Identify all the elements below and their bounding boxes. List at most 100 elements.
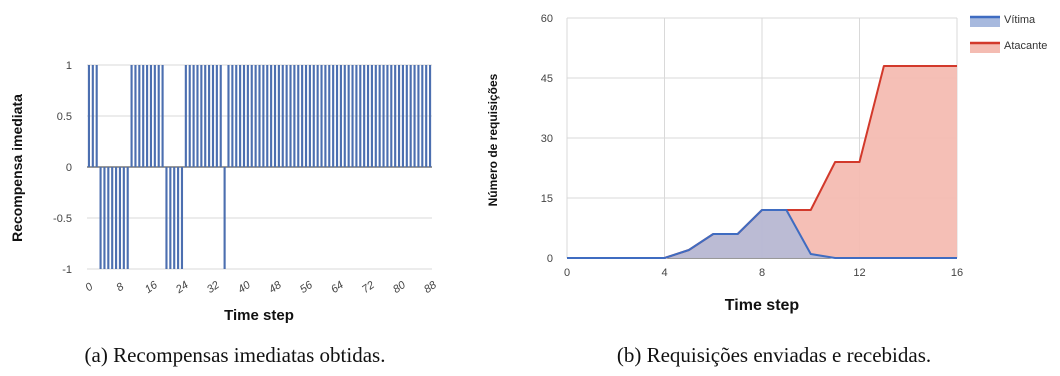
rewards-bar	[200, 65, 203, 167]
rewards-bar	[370, 65, 373, 167]
requests-y-tick-label: 30	[541, 133, 553, 145]
rewards-bar	[429, 65, 432, 167]
rewards-bar	[235, 65, 238, 167]
rewards-bar	[138, 65, 141, 167]
rewards-bar	[320, 65, 323, 167]
rewards-x-tick-label: 0	[83, 280, 96, 294]
rewards-bar	[177, 167, 180, 269]
rewards-bar	[192, 65, 195, 167]
rewards-bar	[142, 65, 145, 167]
rewards-bar	[347, 65, 350, 167]
requests-x-tick-label: 16	[951, 267, 963, 279]
requests-y-tick-label: 0	[547, 253, 553, 265]
requests-y-ticks: 60 45 30 15 0	[541, 13, 553, 265]
rewards-bar	[297, 65, 300, 167]
rewards-bar	[250, 65, 253, 167]
rewards-bar	[126, 167, 129, 269]
rewards-bar	[118, 167, 122, 269]
rewards-x-axis-title: Time step	[224, 307, 294, 324]
rewards-bar	[421, 65, 424, 167]
requests-x-axis-title: Time step	[725, 297, 800, 314]
rewards-bar	[146, 65, 149, 167]
rewards-bar	[134, 65, 137, 167]
rewards-bar	[386, 65, 389, 167]
rewards-bar	[254, 65, 257, 167]
rewards-bar	[378, 65, 381, 167]
rewards-y-tick-label: 1	[66, 60, 72, 72]
rewards-bar	[366, 65, 370, 167]
requests-x-tick-label: 12	[853, 267, 865, 279]
rewards-bar	[308, 65, 311, 167]
rewards-bar	[204, 65, 207, 167]
rewards-bar	[285, 65, 288, 167]
rewards-bar	[242, 65, 246, 167]
requests-areas	[567, 65, 957, 259]
rewards-y-tick-label: 0	[66, 162, 72, 174]
rewards-bars	[87, 65, 432, 269]
rewards-bar	[103, 167, 106, 269]
rewards-bar	[312, 65, 315, 167]
requests-y-axis-title: Número de requisições	[486, 73, 500, 206]
rewards-bar	[169, 167, 172, 269]
rewards-bar	[130, 65, 133, 167]
rewards-x-tick-label: 24	[173, 279, 191, 296]
rewards-bar	[363, 65, 366, 167]
requests-x-ticks: 0 4 8 12 16	[564, 267, 963, 279]
legend-swatch-vitima	[970, 17, 1000, 27]
rewards-bar	[273, 65, 277, 167]
rewards-bar	[227, 65, 230, 167]
rewards-bar	[293, 65, 296, 167]
rewards-y-tick-label: 0.5	[57, 111, 72, 123]
rewards-bar	[173, 167, 176, 269]
rewards-bar	[115, 167, 118, 269]
rewards-bar	[417, 65, 420, 167]
rewards-x-tick-label: 40	[236, 279, 254, 296]
rewards-y-ticks: 1 0.5 0 -0.5 -1	[53, 60, 72, 276]
requests-x-tick-label: 0	[564, 267, 570, 279]
rewards-bar	[355, 65, 358, 167]
rewards-bar	[301, 65, 304, 167]
rewards-bar	[359, 65, 362, 167]
rewards-bar	[374, 65, 377, 167]
rewards-bar	[316, 65, 319, 167]
rewards-bar	[180, 167, 184, 269]
rewards-bar	[153, 65, 156, 167]
rewards-bar	[289, 65, 292, 167]
requests-x-tick-label: 8	[759, 267, 765, 279]
rewards-bar	[409, 65, 412, 167]
rewards-chart: 1 0.5 0 -0.5 -1 0 8 16 24 32 40 48 56 64 72 80 88 Time …	[9, 60, 440, 324]
requests-area-atacante	[567, 66, 957, 258]
rewards-bar	[184, 65, 187, 167]
rewards-bar	[401, 65, 404, 167]
rewards-y-axis-title: Recompensa imediata	[9, 94, 25, 242]
requests-x-tick-label: 4	[661, 267, 667, 279]
rewards-x-ticks: 0 8 16 24 32 40 48 56 64 72 80 88	[83, 279, 439, 297]
rewards-bar	[390, 65, 393, 167]
rewards-bar	[425, 65, 428, 167]
requests-y-tick-label: 60	[541, 13, 553, 25]
rewards-bar	[382, 65, 385, 167]
rewards-bar	[332, 65, 335, 167]
legend-swatch-atacante	[970, 43, 1000, 53]
rewards-bar	[258, 65, 261, 167]
rewards-bar	[161, 65, 164, 167]
requests-area-vitima	[567, 210, 957, 258]
requests-y-tick-label: 15	[541, 193, 553, 205]
rewards-bar	[95, 65, 98, 167]
rewards-bar	[304, 65, 308, 167]
rewards-bar	[270, 65, 273, 167]
rewards-bar	[122, 167, 125, 269]
rewards-y-tick-label: -1	[62, 264, 72, 276]
rewards-bar	[219, 65, 222, 167]
rewards-bar	[277, 65, 280, 167]
requests-line-vitima	[567, 209, 957, 259]
rewards-bar	[215, 65, 218, 167]
rewards-x-tick-label: 88	[422, 279, 440, 296]
requests-chart: 60 45 30 15 0 0 4 8 12 16 Time step Número de re…	[486, 13, 1047, 314]
rewards-bar	[87, 65, 90, 167]
rewards-x-tick-label: 56	[298, 279, 316, 296]
rewards-bar	[394, 65, 397, 167]
rewards-bar	[91, 65, 94, 167]
rewards-bar	[111, 167, 114, 269]
rewards-bar	[351, 65, 354, 167]
